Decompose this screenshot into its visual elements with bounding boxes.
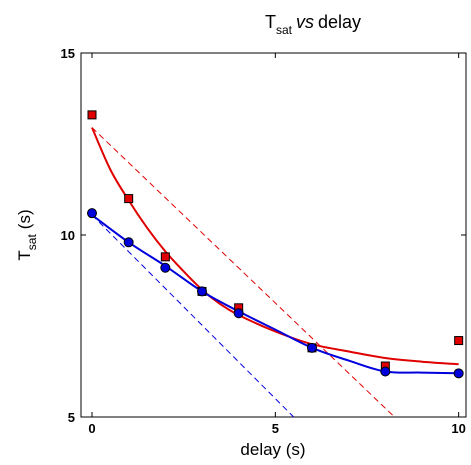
chart-title-subscript: sat: [276, 23, 293, 37]
y-tick-label: 5: [68, 410, 75, 425]
y-axis-label-unit: (s): [15, 209, 34, 229]
plot-area: [80, 52, 467, 418]
fit-curves: [91, 127, 459, 375]
blue-circle-marker: [380, 366, 391, 377]
blue-fit-curve: [91, 214, 459, 375]
blue-circle-marker: [307, 342, 317, 353]
blue-tangent-line: [91, 214, 295, 417]
red-square-marker: [160, 252, 170, 262]
svg-text:Tsat(s): Tsat (s): [15, 209, 39, 260]
blue-circle-marker: [233, 308, 244, 319]
plot-frame: [80, 52, 467, 418]
chart-title-italic: vs: [296, 12, 314, 32]
x-tick-label: 0: [88, 421, 95, 436]
red-fit-curve: [91, 127, 459, 366]
red-square-marker: [454, 336, 464, 346]
y-axis-label-subscript: sat: [25, 234, 39, 251]
tangent-lines: [91, 127, 395, 417]
blue-circle-marker: [123, 237, 134, 248]
y-axis-label: Tsat (s): [15, 209, 39, 260]
x-tick-label: 10: [451, 421, 465, 436]
x-tick-label: 5: [272, 421, 279, 436]
data-markers: [87, 110, 464, 379]
blue-circle-marker: [87, 208, 97, 219]
chart-title-prefix: T: [265, 12, 276, 32]
x-axis-label: delay (s): [240, 440, 305, 459]
y-tick-label: 15: [61, 46, 75, 61]
blue-circle-marker: [197, 286, 207, 297]
y-axis-label-main: T: [15, 250, 34, 260]
y-tick-label: 10: [61, 228, 75, 243]
chart-title: Tsat vs delay: [265, 12, 361, 37]
blue-circle-marker: [160, 262, 171, 273]
blue-circle-marker: [453, 368, 464, 379]
red-square-marker: [124, 194, 134, 204]
y-axis-ticks: 5 10 15: [61, 46, 466, 425]
x-axis-ticks: 0 5 10: [88, 53, 466, 436]
red-square-marker: [87, 110, 97, 120]
chart-title-suffix: delay: [318, 12, 361, 32]
